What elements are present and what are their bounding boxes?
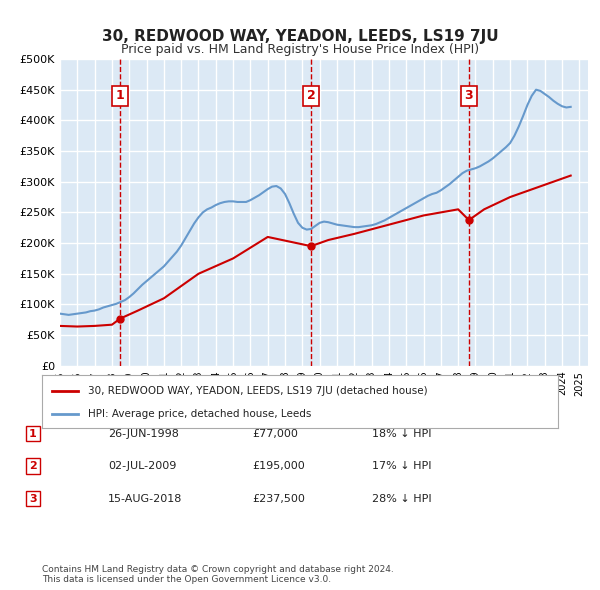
- Text: 1: 1: [29, 429, 37, 438]
- Text: 2: 2: [29, 461, 37, 471]
- Text: 15-AUG-2018: 15-AUG-2018: [108, 494, 182, 503]
- Text: £195,000: £195,000: [252, 461, 305, 471]
- Text: HPI: Average price, detached house, Leeds: HPI: Average price, detached house, Leed…: [88, 409, 312, 419]
- Text: 3: 3: [464, 89, 473, 102]
- Text: £237,500: £237,500: [252, 494, 305, 503]
- Text: 30, REDWOOD WAY, YEADON, LEEDS, LS19 7JU: 30, REDWOOD WAY, YEADON, LEEDS, LS19 7JU: [101, 30, 499, 44]
- Text: 18% ↓ HPI: 18% ↓ HPI: [372, 429, 431, 438]
- Text: 26-JUN-1998: 26-JUN-1998: [108, 429, 179, 438]
- Text: Contains HM Land Registry data © Crown copyright and database right 2024.
This d: Contains HM Land Registry data © Crown c…: [42, 565, 394, 584]
- Text: 28% ↓ HPI: 28% ↓ HPI: [372, 494, 431, 503]
- Text: 1: 1: [116, 89, 125, 102]
- Text: 2: 2: [307, 89, 316, 102]
- Text: 3: 3: [29, 494, 37, 503]
- Text: Price paid vs. HM Land Registry's House Price Index (HPI): Price paid vs. HM Land Registry's House …: [121, 43, 479, 56]
- Text: 02-JUL-2009: 02-JUL-2009: [108, 461, 176, 471]
- Text: 30, REDWOOD WAY, YEADON, LEEDS, LS19 7JU (detached house): 30, REDWOOD WAY, YEADON, LEEDS, LS19 7JU…: [88, 386, 428, 395]
- Text: £77,000: £77,000: [252, 429, 298, 438]
- Text: 17% ↓ HPI: 17% ↓ HPI: [372, 461, 431, 471]
